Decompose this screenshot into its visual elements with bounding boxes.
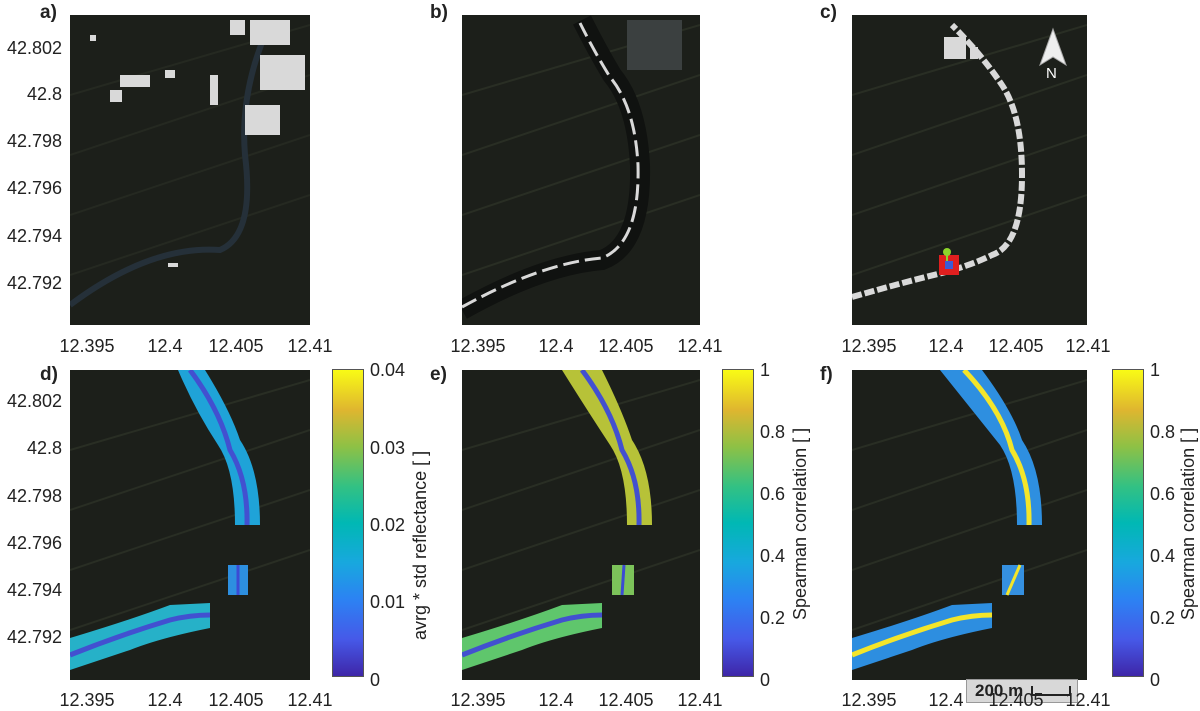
xtick-a-4: 12.41 <box>287 336 333 356</box>
colorbar-d <box>332 369 364 677</box>
ytick-top-1: 42.802 <box>6 38 62 58</box>
xtick-f-4: 12.41 <box>1065 690 1111 710</box>
xtick-e-2: 12.4 <box>538 690 574 710</box>
colorbar-d-tick-1: 0.01 <box>370 592 406 612</box>
ytick-top-2: 42.8 <box>26 84 62 104</box>
xtick-b-1: 12.395 <box>450 336 506 356</box>
ytick-top-6: 42.792 <box>6 273 62 293</box>
ytick-top-5: 42.794 <box>6 226 62 246</box>
colorbar-e-label: Spearman correlation [ ] <box>790 427 810 620</box>
colorbar-f-tick-1: 0.2 <box>1150 608 1176 628</box>
scale-bar-icon <box>1031 686 1072 696</box>
xtick-f-2: 12.4 <box>928 690 964 710</box>
map-panel-c: N <box>852 15 1087 325</box>
xtick-d-2: 12.4 <box>147 690 183 710</box>
colorbar-f <box>1112 369 1144 677</box>
ytick-bottom-2: 42.8 <box>26 438 62 458</box>
colorbar-d-tick-4: 0.04 <box>370 360 406 380</box>
panel-label-d: d) <box>40 364 58 385</box>
map-panel-b <box>462 15 700 325</box>
ytick-top-4: 42.796 <box>6 178 62 198</box>
xtick-c-3: 12.405 <box>988 336 1044 356</box>
colorbar-e-tick-3: 0.6 <box>760 484 786 504</box>
ytick-bottom-1: 42.802 <box>6 391 62 411</box>
colorbar-e-tick-5: 1 <box>760 360 771 380</box>
map-panel-f <box>852 370 1087 680</box>
colorbar-f-tick-3: 0.6 <box>1150 484 1176 504</box>
colorbar-e-tick-0: 0 <box>760 670 771 690</box>
scale-bar-label: 200 m <box>975 681 1024 700</box>
scale-bar: 200 m <box>966 679 1078 703</box>
xtick-c-4: 12.41 <box>1065 336 1111 356</box>
xtick-b-3: 12.405 <box>598 336 654 356</box>
colorbar-e <box>722 369 754 677</box>
xtick-b-2: 12.4 <box>538 336 574 356</box>
colorbar-f-tick-4: 0.8 <box>1150 422 1176 442</box>
map-panel-e <box>462 370 700 680</box>
xtick-c-1: 12.395 <box>841 336 897 356</box>
xtick-d-4: 12.41 <box>287 690 333 710</box>
xtick-f-1: 12.395 <box>841 690 897 710</box>
xtick-d-3: 12.405 <box>208 690 264 710</box>
colorbar-f-tick-0: 0 <box>1150 670 1161 690</box>
xtick-f-3: 12.405 <box>988 690 1044 710</box>
colorbar-e-tick-4: 0.8 <box>760 422 786 442</box>
ytick-bottom-6: 42.792 <box>6 627 62 647</box>
xtick-b-4: 12.41 <box>677 336 723 356</box>
panel-label-a: a) <box>40 2 57 23</box>
colorbar-f-tick-5: 1 <box>1150 360 1161 380</box>
colorbar-e-tick-2: 0.4 <box>760 546 786 566</box>
panel-label-f: f) <box>820 364 833 385</box>
colorbar-e-tick-1: 0.2 <box>760 608 786 628</box>
xtick-a-1: 12.395 <box>59 336 115 356</box>
north-label: N <box>1046 65 1057 82</box>
xtick-e-4: 12.41 <box>677 690 723 710</box>
north-arrow-icon: N <box>1038 27 1068 87</box>
xtick-a-3: 12.405 <box>208 336 264 356</box>
xtick-d-1: 12.395 <box>59 690 115 710</box>
ytick-top-3: 42.798 <box>6 131 62 151</box>
xtick-e-1: 12.395 <box>450 690 506 710</box>
panel-label-e: e) <box>430 364 447 385</box>
panel-label-c: c) <box>820 2 837 23</box>
ytick-bottom-3: 42.798 <box>6 486 62 506</box>
ytick-bottom-5: 42.794 <box>6 580 62 600</box>
xtick-e-3: 12.405 <box>598 690 654 710</box>
xtick-a-2: 12.4 <box>147 336 183 356</box>
panel-label-b: b) <box>430 2 448 23</box>
colorbar-d-label: avrg * std reflectance [ ] <box>410 450 430 640</box>
colorbar-d-tick-3: 0.03 <box>370 438 406 458</box>
colorbar-d-tick-0: 0 <box>370 670 381 690</box>
colorbar-f-label: Spearman correlation [ ] <box>1178 427 1198 620</box>
xtick-c-2: 12.4 <box>928 336 964 356</box>
map-panel-d <box>70 370 310 680</box>
ytick-bottom-4: 42.796 <box>6 533 62 553</box>
colorbar-d-tick-2: 0.02 <box>370 515 406 535</box>
colorbar-f-tick-2: 0.4 <box>1150 546 1176 566</box>
map-panel-a <box>70 15 310 325</box>
